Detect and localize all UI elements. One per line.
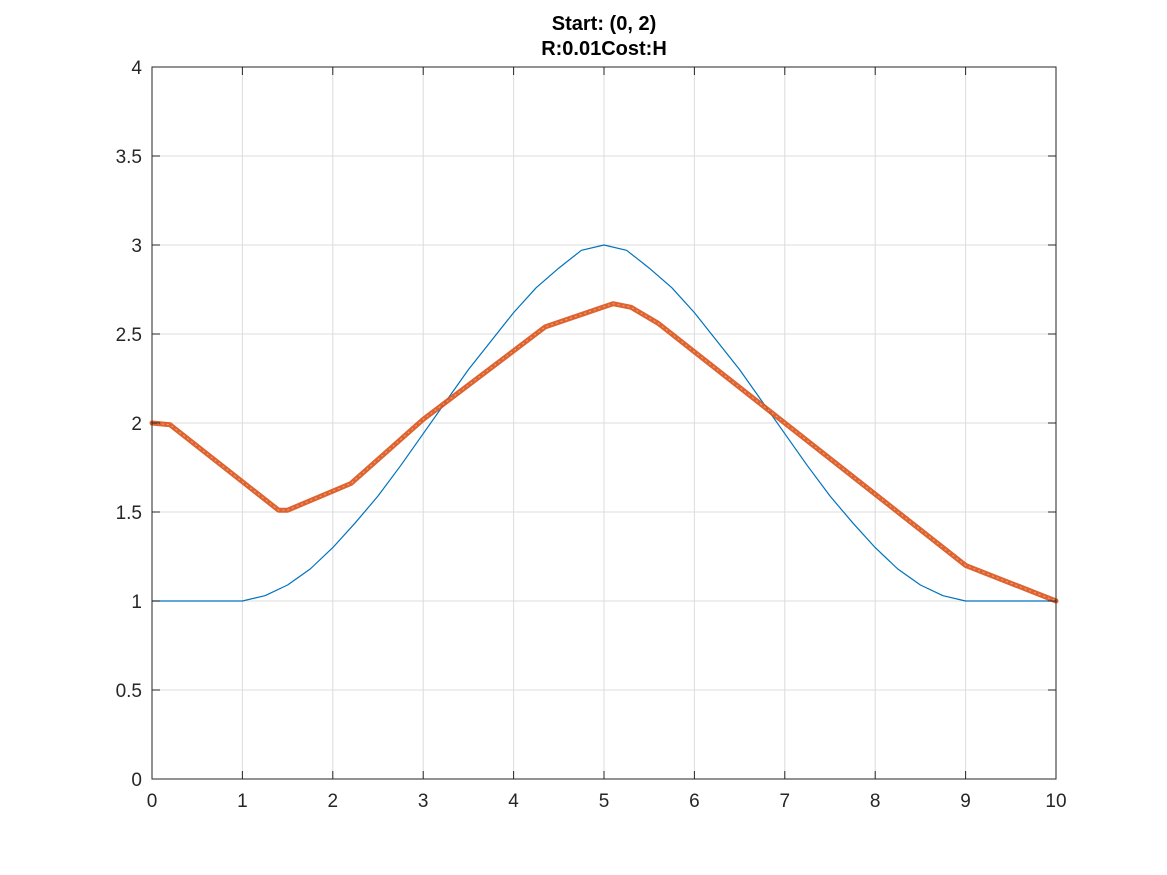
y-tick-label: 3 bbox=[131, 236, 142, 257]
y-tick-label: 4 bbox=[131, 58, 142, 79]
y-tick-label: 1.5 bbox=[116, 503, 142, 524]
series-line-reference bbox=[152, 244, 1056, 602]
x-tick-label: 8 bbox=[870, 791, 881, 812]
x-tick-label: 7 bbox=[780, 791, 791, 812]
x-tick-label: 3 bbox=[418, 791, 429, 812]
x-tick-label: 5 bbox=[599, 791, 610, 812]
chart-title-line-1: Start: (0, 2) bbox=[552, 13, 656, 35]
y-tick-label: 3.5 bbox=[116, 147, 142, 168]
x-tick-label: 6 bbox=[689, 791, 700, 812]
y-tick-label: 2.5 bbox=[116, 325, 142, 346]
x-tick-label: 0 bbox=[147, 791, 158, 812]
y-tick-label: 0 bbox=[131, 770, 142, 791]
x-tick-label: 10 bbox=[1045, 791, 1066, 812]
y-tick-label: 2 bbox=[131, 414, 142, 435]
x-tick-label: 4 bbox=[508, 791, 519, 812]
y-tick-label: 1 bbox=[131, 592, 142, 613]
x-tick-label: 1 bbox=[237, 791, 248, 812]
x-tick-label: 9 bbox=[960, 791, 971, 812]
x-tick-labels: 0 1 2 3 4 5 6 7 8 9 10 bbox=[147, 791, 1067, 812]
y-tick-label: 0.5 bbox=[116, 681, 142, 702]
series-line-trajectory-texture bbox=[151, 303, 1057, 602]
chart-title-line-2: R:0.01Cost:H bbox=[541, 38, 667, 60]
y-tick-labels: 0 0.5 1 1.5 2 2.5 3 3.5 4 bbox=[116, 58, 143, 791]
x-tick-label: 2 bbox=[328, 791, 339, 812]
series-layer bbox=[149, 244, 1059, 604]
tick-marks bbox=[151, 66, 1057, 780]
